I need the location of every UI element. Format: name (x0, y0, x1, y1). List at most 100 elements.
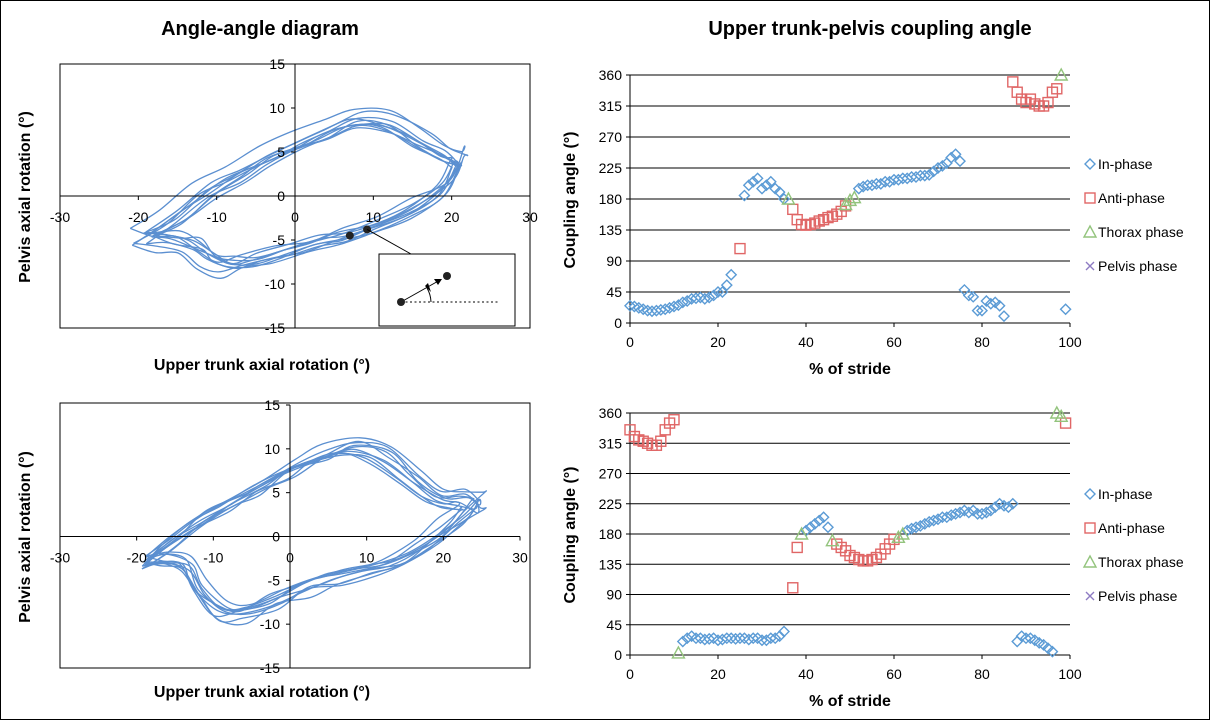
data-point (659, 303, 672, 316)
data-point (690, 632, 702, 645)
y-tick-label: 0 (614, 647, 622, 663)
loop-trace (145, 437, 488, 611)
data-point (681, 632, 694, 645)
data-point (949, 148, 962, 161)
legend-marker (1085, 591, 1095, 601)
y-tick-label: 315 (599, 435, 623, 451)
data-point (668, 300, 680, 313)
data-point (729, 632, 742, 645)
x-tick-label: 60 (886, 666, 902, 682)
data-point (971, 304, 984, 317)
y-tick-label: -15 (260, 660, 280, 676)
loop-trace (151, 119, 459, 266)
x-tick-label: 0 (291, 209, 299, 225)
left-panel-title: Angle-angle diagram (161, 18, 359, 40)
x-tick-label: 40 (798, 334, 814, 350)
data-point (716, 286, 729, 298)
data-point (918, 169, 931, 182)
data-point (1046, 645, 1059, 658)
data-point (756, 182, 768, 195)
data-point (769, 632, 782, 645)
data-point (720, 279, 733, 292)
data-point (778, 625, 790, 638)
data-point (940, 511, 953, 524)
data-point (914, 169, 927, 182)
loop-trace (141, 453, 464, 618)
x-tick-label: -30 (50, 209, 70, 225)
y-tick-label: 135 (599, 222, 623, 238)
data-point (984, 297, 997, 310)
y-tick-label: 270 (599, 129, 623, 145)
y-tick-label: 270 (599, 466, 623, 482)
data-point (976, 507, 988, 520)
data-point (760, 179, 773, 192)
data-point (945, 509, 958, 522)
plot-frame (59, 402, 531, 669)
data-point (668, 414, 680, 426)
data-point (895, 526, 910, 540)
x-tick-label: 10 (366, 209, 382, 225)
data-point (891, 529, 906, 544)
data-point (655, 435, 667, 447)
data-point (624, 299, 636, 312)
x-tick-label: 0 (626, 334, 634, 350)
data-point (1006, 497, 1019, 510)
x-tick-label: 40 (798, 666, 814, 682)
x-tick-label: 30 (522, 209, 538, 225)
loop-trace (129, 107, 466, 263)
y-tick-label: 15 (269, 56, 285, 72)
legend-label: Thorax phase (1098, 224, 1184, 240)
x-axis-title: Upper trunk axial rotation (°) (154, 684, 370, 701)
x-axis-title: % of stride (809, 693, 891, 710)
y-axis-title: Coupling angle (°) (562, 131, 579, 268)
inset-vector-end (443, 272, 451, 280)
data-point (641, 304, 654, 317)
data-point (703, 632, 716, 645)
legend-marker (1084, 522, 1096, 534)
data-point (993, 299, 1006, 312)
data-point (842, 192, 858, 207)
data-point (905, 522, 918, 535)
data-point (738, 189, 751, 202)
inset-arrowhead (434, 279, 442, 285)
data-point (976, 304, 988, 317)
x-tick-label: 0 (626, 666, 634, 682)
data-point (734, 632, 746, 645)
data-point (923, 515, 936, 528)
data-point (742, 179, 755, 192)
legend-label: In-phase (1098, 156, 1153, 172)
data-point (712, 286, 724, 298)
data-point (773, 186, 786, 199)
data-point (984, 504, 997, 517)
inset-angle-arc (426, 287, 432, 303)
data-point (980, 506, 993, 519)
data-point (808, 517, 821, 530)
y-tick-label: 225 (599, 160, 623, 176)
data-point (1037, 638, 1050, 651)
data-point (1054, 67, 1069, 81)
data-point (852, 182, 865, 195)
y-axis-title: Pelvis axial rotation (°) (17, 451, 34, 623)
data-point (725, 632, 738, 645)
y-tick-label: 180 (599, 191, 623, 207)
data-point (927, 514, 940, 527)
data-point (1051, 83, 1063, 95)
data-point (936, 159, 949, 172)
data-point (791, 541, 803, 554)
x-tick-label: 100 (1058, 666, 1082, 682)
data-point (967, 290, 980, 303)
legend-label: Thorax phase (1098, 554, 1184, 570)
y-tick-label: 360 (599, 405, 623, 421)
y-tick-label: 180 (599, 526, 623, 542)
legend-marker (1082, 554, 1098, 568)
data-point (914, 519, 927, 532)
legend-marker (1084, 192, 1096, 204)
y-tick-label: 90 (606, 587, 622, 603)
data-point (958, 283, 971, 296)
coupling-angle-chart-bottom: 0 45 90 135 180 225 270 315 360 0 20 40 60 80 100 % of … (562, 405, 1184, 710)
data-point (838, 197, 853, 211)
legend-label: Anti-phase (1098, 190, 1165, 206)
y-tick-label: 0 (272, 529, 280, 545)
data-point (787, 582, 799, 594)
